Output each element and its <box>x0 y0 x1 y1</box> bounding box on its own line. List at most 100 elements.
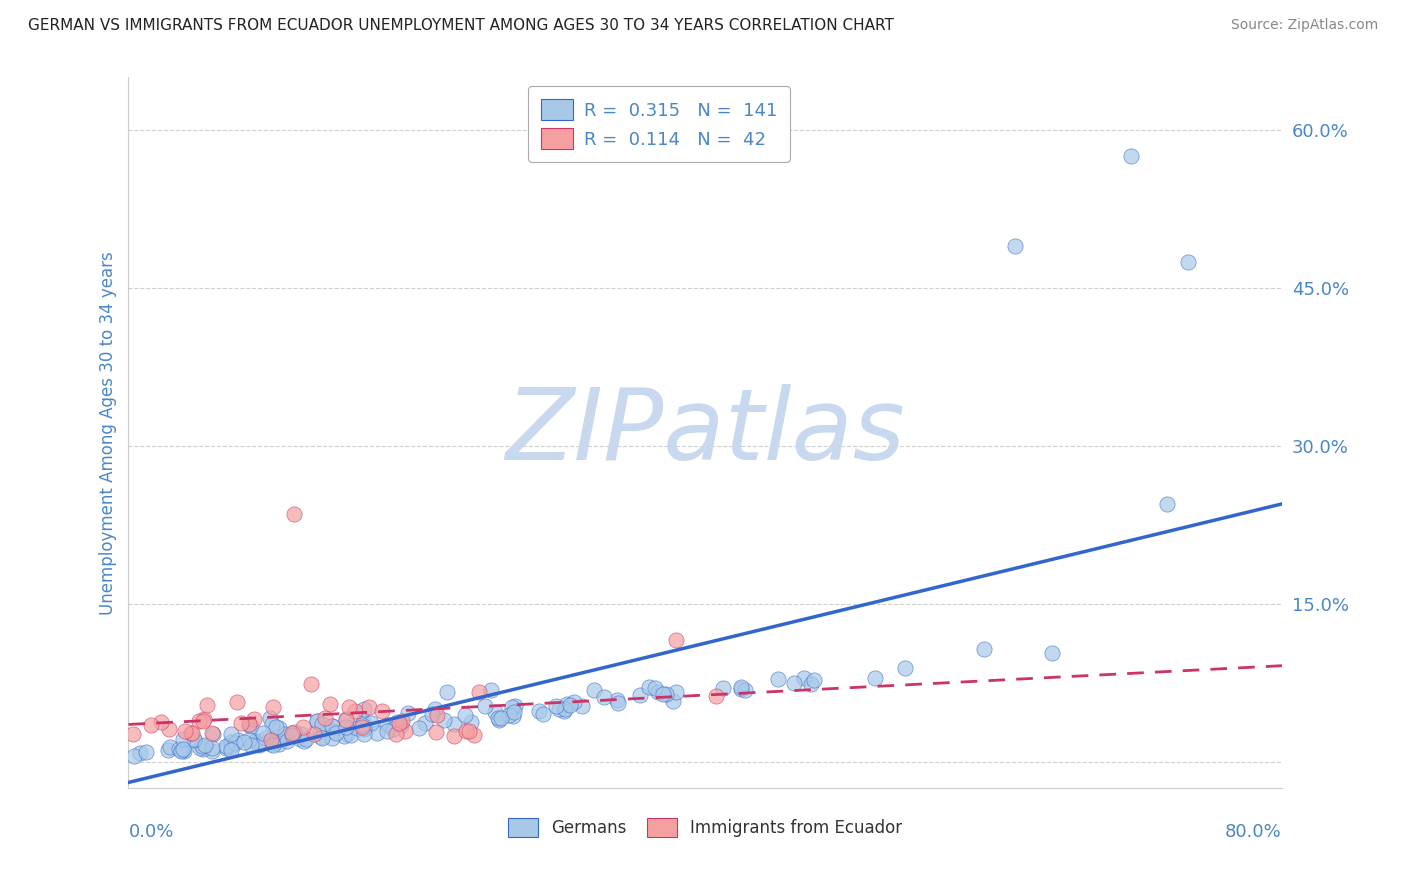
Point <box>266 720 288 734</box>
Point <box>122 727 145 741</box>
Point <box>260 737 283 751</box>
Point <box>226 733 249 747</box>
Point <box>215 741 238 756</box>
Point <box>628 688 651 702</box>
Point <box>219 739 242 753</box>
Point <box>219 742 242 756</box>
Point <box>183 732 205 747</box>
Point <box>460 715 482 730</box>
Point <box>389 718 412 732</box>
Point <box>730 682 752 697</box>
Point <box>299 676 322 690</box>
Point <box>571 698 593 713</box>
Point <box>488 714 510 728</box>
Point <box>321 723 343 738</box>
Point <box>318 698 340 712</box>
Point <box>281 726 304 740</box>
Point <box>593 690 616 704</box>
Point <box>167 742 190 756</box>
Point <box>502 708 524 723</box>
Point <box>309 731 332 745</box>
Point <box>503 698 526 713</box>
Point <box>353 727 375 741</box>
Point <box>647 685 669 699</box>
Point <box>433 713 456 727</box>
Point <box>193 712 215 726</box>
Point <box>254 731 277 745</box>
Point <box>457 723 479 738</box>
Point <box>238 717 260 731</box>
Point <box>311 717 333 731</box>
Point <box>325 726 347 740</box>
Point <box>240 739 263 753</box>
Point <box>554 702 576 716</box>
Point <box>191 714 214 728</box>
Point <box>730 680 752 694</box>
Point <box>352 717 374 731</box>
Point <box>183 732 205 747</box>
Point <box>191 742 214 756</box>
Point <box>283 724 305 739</box>
Point <box>201 740 224 755</box>
Point <box>357 699 380 714</box>
Point <box>170 744 193 758</box>
Point <box>267 721 290 735</box>
Point <box>239 719 262 733</box>
Point <box>652 686 675 700</box>
Point <box>281 728 304 742</box>
Point <box>662 694 685 708</box>
Point <box>768 672 790 686</box>
Point <box>425 724 447 739</box>
Text: 80.0%: 80.0% <box>1225 823 1282 841</box>
Point <box>243 733 266 747</box>
Point <box>502 705 524 719</box>
Point <box>290 727 312 741</box>
Point <box>548 702 571 716</box>
Point <box>309 723 332 738</box>
Point <box>276 734 298 748</box>
Point <box>262 716 284 731</box>
Point <box>335 719 357 733</box>
Point <box>337 700 360 714</box>
Point <box>224 736 246 750</box>
Point <box>295 732 318 747</box>
Point <box>479 683 502 698</box>
Point <box>238 718 260 732</box>
Point <box>231 716 253 731</box>
Point <box>606 693 628 707</box>
Point <box>353 722 375 736</box>
Point <box>415 715 437 730</box>
Point <box>375 723 398 738</box>
Point <box>644 681 666 695</box>
Text: 0.0%: 0.0% <box>128 823 174 841</box>
Point <box>215 739 238 753</box>
Point <box>664 685 686 699</box>
Point <box>172 741 194 756</box>
Point <box>454 708 477 723</box>
Point <box>385 727 408 741</box>
Point <box>252 725 274 739</box>
Point <box>201 726 224 740</box>
Point <box>426 707 449 722</box>
Point <box>498 707 520 722</box>
Point <box>704 689 727 703</box>
Point <box>219 735 242 749</box>
Point <box>456 723 478 738</box>
Point <box>655 687 678 701</box>
Point <box>172 742 194 756</box>
Point <box>190 741 212 756</box>
Point <box>292 734 315 748</box>
Point <box>333 729 356 743</box>
Point <box>734 682 756 697</box>
Point <box>638 680 661 694</box>
Point <box>489 711 512 725</box>
Point <box>149 714 172 729</box>
Point <box>783 676 806 690</box>
Point <box>262 738 284 752</box>
Point <box>377 718 399 732</box>
Point <box>259 710 281 724</box>
Point <box>267 737 290 751</box>
Point <box>352 715 374 730</box>
Point <box>344 704 367 718</box>
Point <box>173 744 195 758</box>
